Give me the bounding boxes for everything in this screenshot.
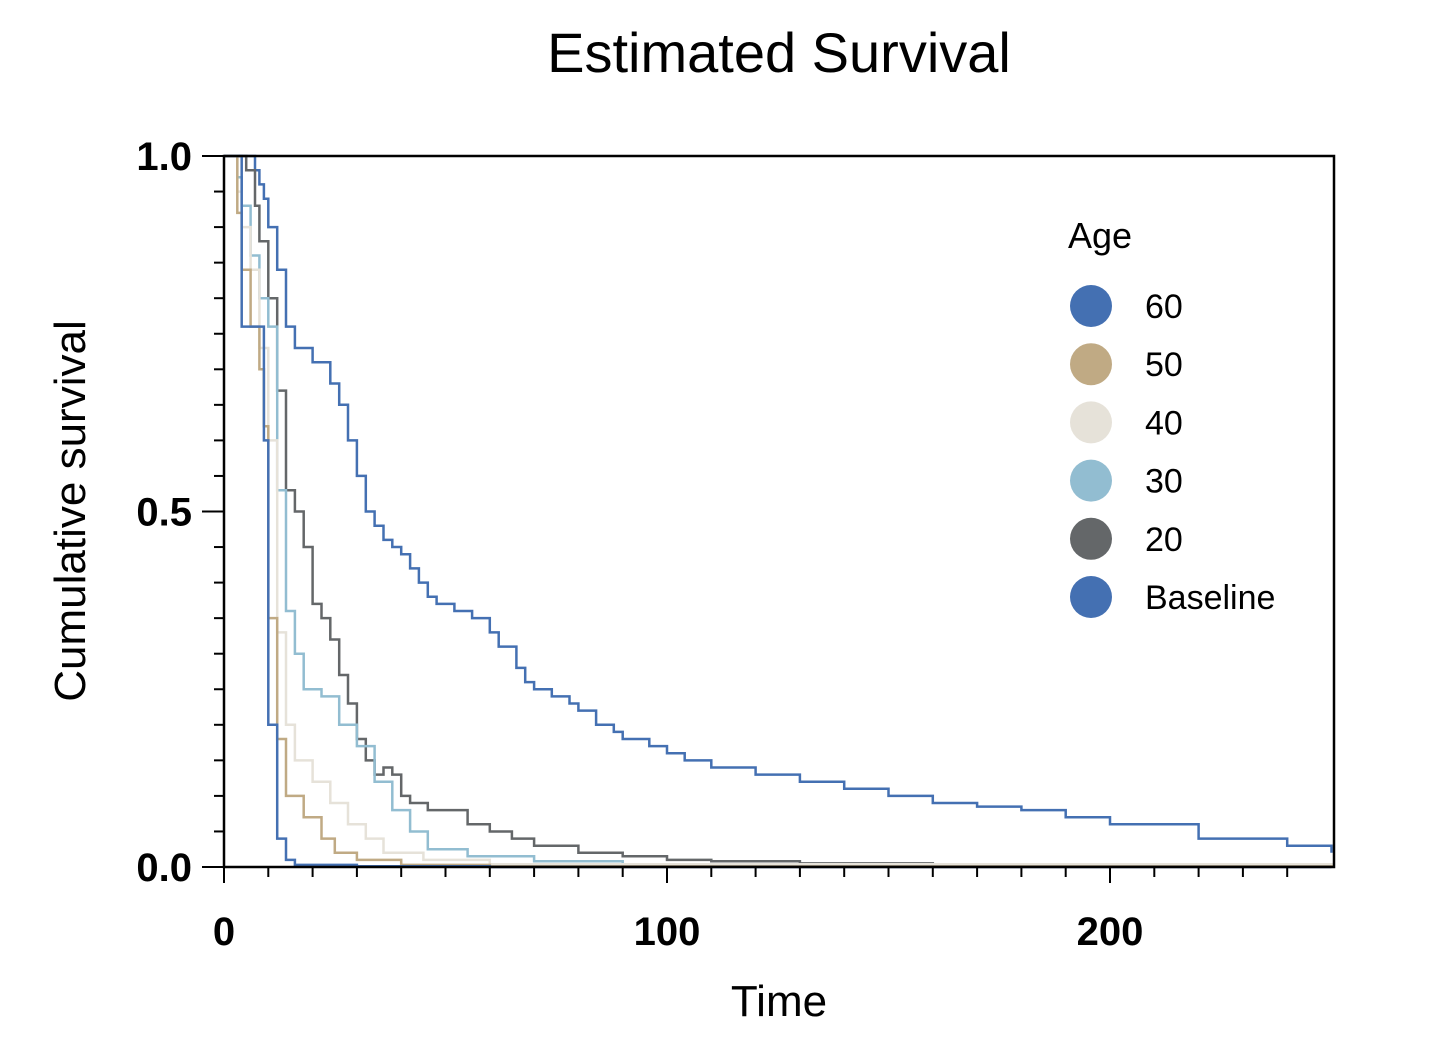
legend-label: 60	[1145, 288, 1183, 326]
series-line-60	[224, 154, 1332, 869]
legend-title: Age	[1068, 215, 1132, 256]
plot-series	[224, 154, 1333, 869]
x-tick-label: 100	[634, 910, 701, 954]
x-axis-label: Time	[731, 977, 827, 1026]
y-tick-label: 1.0	[136, 135, 192, 179]
x-axis: 0 100 200	[213, 867, 1289, 954]
legend-marker	[1070, 401, 1112, 444]
y-axis: 0.0 0.5 1.0	[136, 135, 224, 890]
legend-marker	[1070, 517, 1112, 560]
legend: Age 60 50 40 30 20 Baseline	[1068, 215, 1275, 618]
series-line-40	[224, 154, 1333, 867]
series-line-30	[224, 154, 1333, 868]
legend-label: 30	[1145, 463, 1183, 501]
x-tick-label: 200	[1077, 910, 1144, 954]
legend-marker	[1070, 285, 1112, 327]
plot-frame	[222, 154, 1336, 869]
legend-label: Baseline	[1145, 579, 1275, 617]
legend-marker	[1070, 459, 1112, 502]
legend-label: 50	[1145, 346, 1183, 384]
y-axis-label: Cumulative survival	[46, 320, 95, 701]
legend-label: 40	[1145, 404, 1183, 442]
chart-title: Estimated Survival	[547, 21, 1011, 84]
y-tick-label: 0.0	[136, 846, 192, 890]
y-tick-label: 0.5	[136, 491, 192, 535]
series-line-baseline	[224, 154, 1333, 853]
series-line-20	[224, 154, 1333, 868]
x-tick-label: 0	[213, 910, 235, 954]
series-line-50	[224, 154, 1333, 868]
legend-marker	[1070, 343, 1112, 386]
legend-label: 20	[1145, 521, 1183, 559]
legend-marker	[1070, 576, 1112, 618]
